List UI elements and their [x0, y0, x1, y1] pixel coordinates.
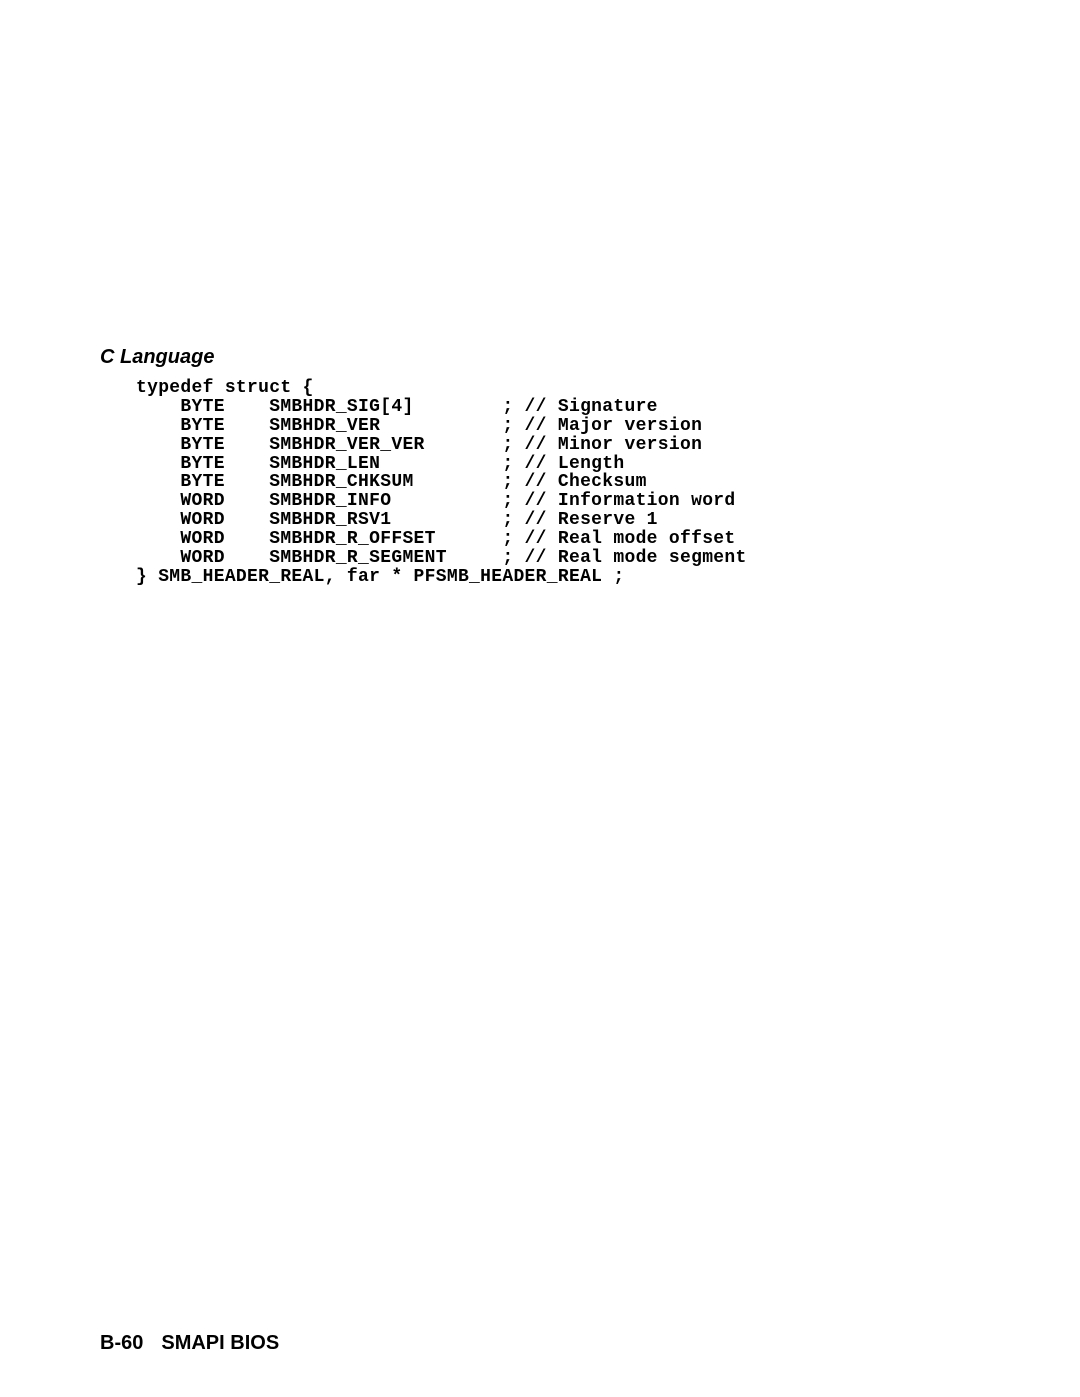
section-heading: C Language [100, 346, 980, 369]
footer-title: SMAPI BIOS [161, 1332, 279, 1354]
page-footer: B-60 SMAPI BIOS [100, 1332, 279, 1355]
code-block: typedef struct { BYTE SMBHDR_SIG[4] ; //… [136, 379, 980, 587]
page-container: C Language typedef struct { BYTE SMBHDR_… [0, 0, 1080, 1397]
page-number: B-60 [100, 1332, 143, 1354]
